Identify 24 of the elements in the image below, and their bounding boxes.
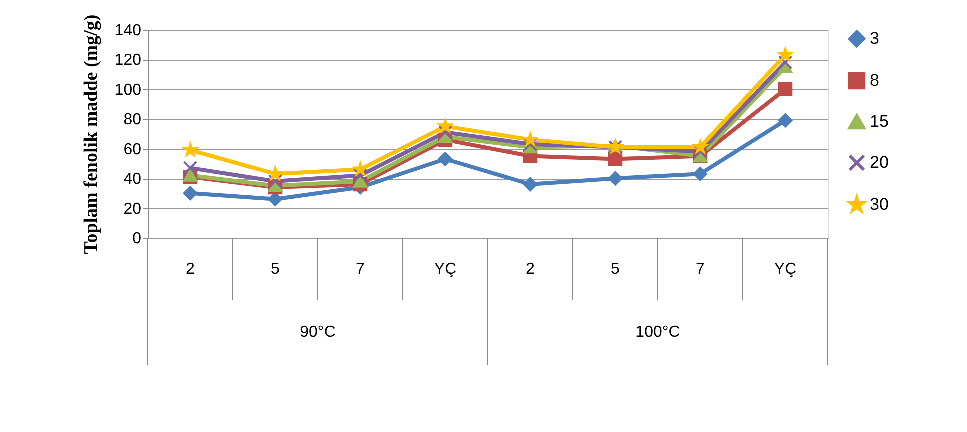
x-tick-label: 7	[356, 261, 366, 278]
text: 100°C	[636, 324, 680, 341]
x-tick-label: 7	[696, 261, 706, 278]
y-tick-label: 140	[114, 22, 142, 40]
y-tick-label: 40	[124, 171, 142, 188]
x-tick-label: YÇ	[434, 261, 457, 278]
y-tick-label: 80	[124, 112, 142, 129]
y-tick-label: 100	[114, 82, 142, 99]
y-tick-label: 0	[132, 230, 142, 248]
x-tick-label: 5	[271, 261, 280, 278]
x-tick-label: 2	[526, 261, 536, 278]
legend-label: 20	[870, 153, 889, 172]
text: 90°C	[300, 324, 336, 341]
x-tick-label: YÇ	[774, 261, 797, 278]
x-tick-label: 2	[186, 261, 196, 278]
y-tick-label: 120	[114, 52, 142, 70]
legend-label: 30	[870, 195, 889, 214]
legend-label: 8	[870, 71, 880, 90]
x-tick-label: 5	[611, 261, 620, 278]
y-tick-label: 20	[124, 200, 142, 218]
legend-label: 3	[870, 29, 880, 48]
y-axis-title: Toplam fenolik madde (mg/g)	[80, 14, 102, 254]
y-tick-label: 60	[124, 141, 142, 158]
legend-label: 15	[870, 112, 889, 131]
